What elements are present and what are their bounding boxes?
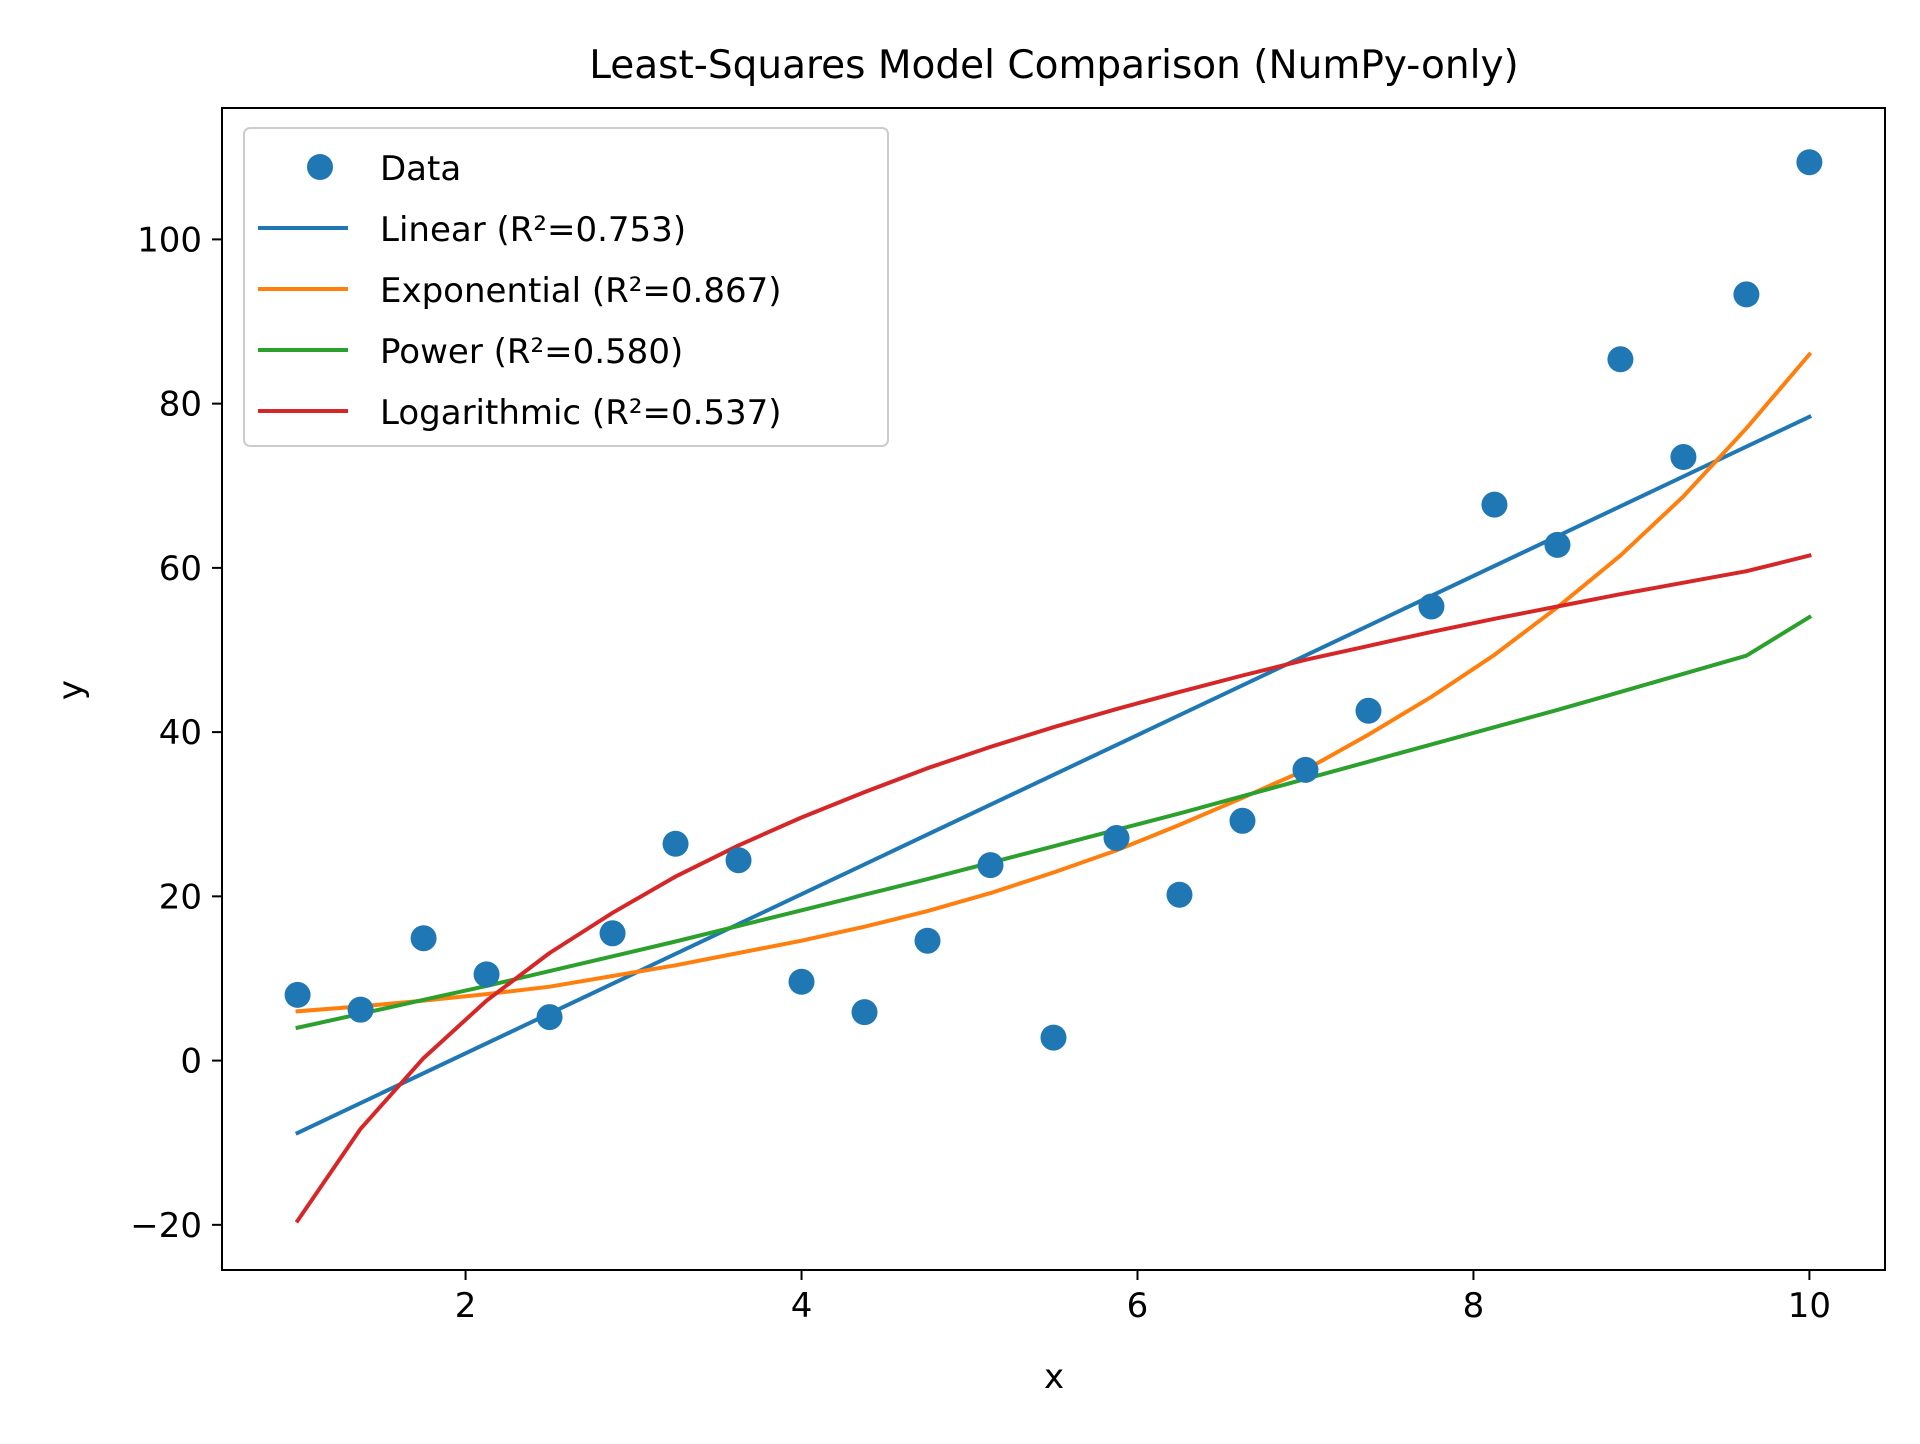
legend: Data Linear (R²=0.753) Exponential (R²=0.8… — [243, 127, 889, 447]
x-tick-label: 6 — [1127, 1286, 1149, 1326]
data-point — [284, 981, 311, 1008]
legend-label-exponential: Exponential (R²=0.867) — [380, 271, 781, 311]
data-point — [788, 968, 815, 995]
x-tick-label: 10 — [1788, 1286, 1831, 1326]
data-point — [725, 847, 752, 874]
x-tick-label: 4 — [791, 1286, 813, 1326]
data-point — [1166, 881, 1193, 908]
data-point — [347, 996, 374, 1023]
data-point — [1040, 1024, 1067, 1051]
data-point — [851, 999, 878, 1026]
x-tick-label: 2 — [455, 1286, 477, 1326]
legend-box — [243, 127, 889, 447]
plot-area: 2 4 6 8 10 −20 0 20 40 60 80 100 — [130, 107, 1886, 1326]
data-point — [599, 920, 626, 947]
y-tick-label: 0 — [180, 1042, 202, 1082]
data-point — [1229, 807, 1256, 834]
data-point — [1607, 346, 1634, 373]
data-point — [1796, 149, 1823, 176]
legend-label-power: Power (R²=0.580) — [380, 332, 683, 372]
series-line-exponential — [295, 351, 1813, 1014]
data-point — [1292, 756, 1319, 783]
x-tick-label: 8 — [1463, 1286, 1485, 1326]
data-point — [1103, 825, 1130, 852]
data-point — [1670, 444, 1697, 471]
y-axis-label: y — [51, 680, 91, 700]
y-tick-label: −20 — [130, 1206, 202, 1246]
data-point — [1544, 531, 1571, 558]
data-point — [536, 1004, 563, 1031]
series-line-logarithmic — [294, 553, 1812, 1224]
legend-marker-data — [307, 154, 333, 180]
data-point — [1355, 697, 1382, 724]
data-point — [410, 925, 437, 952]
y-tick-label: 100 — [137, 220, 202, 260]
y-tick-label: 60 — [159, 549, 202, 589]
x-axis-label: x — [1044, 1357, 1064, 1397]
legend-label-logarithmic: Logarithmic (R²=0.537) — [380, 393, 782, 433]
data-point — [1418, 593, 1445, 620]
legend-label-data: Data — [380, 149, 461, 189]
series-line-power — [295, 614, 1813, 1031]
data-point — [1481, 491, 1508, 518]
data-point — [914, 927, 941, 954]
chart-title: Least-Squares Model Comparison (NumPy-on… — [589, 43, 1519, 88]
data-point — [1733, 281, 1760, 308]
y-tick-label: 20 — [159, 877, 202, 917]
y-tick-label: 40 — [159, 713, 202, 753]
y-tick-label: 80 — [159, 385, 202, 425]
legend-label-linear: Linear (R²=0.753) — [380, 210, 686, 250]
data-point — [662, 830, 689, 857]
data-point — [977, 852, 1004, 879]
data-point — [473, 961, 500, 988]
axes-frame — [221, 107, 1886, 1271]
